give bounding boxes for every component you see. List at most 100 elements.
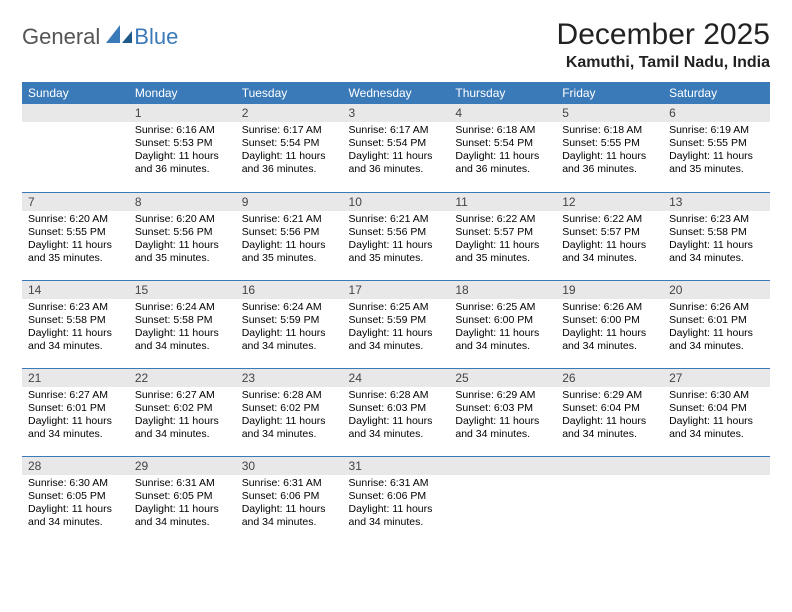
day-details: Sunrise: 6:27 AMSunset: 6:01 PMDaylight:… <box>22 387 129 445</box>
day-details: Sunrise: 6:29 AMSunset: 6:04 PMDaylight:… <box>556 387 663 445</box>
day-number: 22 <box>129 369 236 387</box>
daylight-text: Daylight: 11 hours and 34 minutes. <box>242 503 337 529</box>
calendar-day-cell: 15Sunrise: 6:24 AMSunset: 5:58 PMDayligh… <box>129 280 236 368</box>
daylight-text: Daylight: 11 hours and 35 minutes. <box>242 239 337 265</box>
calendar-week-row: 7Sunrise: 6:20 AMSunset: 5:55 PMDaylight… <box>22 192 770 280</box>
sunrise-text: Sunrise: 6:21 AM <box>349 213 444 226</box>
day-details: Sunrise: 6:24 AMSunset: 5:58 PMDaylight:… <box>129 299 236 357</box>
calendar-day-cell: 3Sunrise: 6:17 AMSunset: 5:54 PMDaylight… <box>343 104 450 192</box>
sunset-text: Sunset: 5:53 PM <box>135 137 230 150</box>
day-details: Sunrise: 6:24 AMSunset: 5:59 PMDaylight:… <box>236 299 343 357</box>
daylight-text: Daylight: 11 hours and 34 minutes. <box>669 239 764 265</box>
daylight-text: Daylight: 11 hours and 35 minutes. <box>135 239 230 265</box>
daylight-text: Daylight: 11 hours and 34 minutes. <box>562 415 657 441</box>
sunrise-text: Sunrise: 6:17 AM <box>349 124 444 137</box>
location: Kamuthi, Tamil Nadu, India <box>557 54 770 72</box>
day-number: 30 <box>236 457 343 475</box>
day-details: Sunrise: 6:17 AMSunset: 5:54 PMDaylight:… <box>236 122 343 180</box>
sunset-text: Sunset: 5:58 PM <box>28 314 123 327</box>
sunrise-text: Sunrise: 6:31 AM <box>349 477 444 490</box>
day-number: 18 <box>449 281 556 299</box>
sunrise-text: Sunrise: 6:23 AM <box>669 213 764 226</box>
daylight-text: Daylight: 11 hours and 34 minutes. <box>669 415 764 441</box>
day-number: 8 <box>129 193 236 211</box>
day-details: Sunrise: 6:25 AMSunset: 6:00 PMDaylight:… <box>449 299 556 357</box>
calendar-day-cell: 20Sunrise: 6:26 AMSunset: 6:01 PMDayligh… <box>663 280 770 368</box>
calendar-day-cell: 29Sunrise: 6:31 AMSunset: 6:05 PMDayligh… <box>129 456 236 544</box>
sunset-text: Sunset: 5:56 PM <box>242 226 337 239</box>
calendar-day-cell: 17Sunrise: 6:25 AMSunset: 5:59 PMDayligh… <box>343 280 450 368</box>
day-number: 13 <box>663 193 770 211</box>
sunrise-text: Sunrise: 6:17 AM <box>242 124 337 137</box>
day-number: 10 <box>343 193 450 211</box>
sunset-text: Sunset: 6:00 PM <box>562 314 657 327</box>
day-number: 27 <box>663 369 770 387</box>
calendar-day-cell: 16Sunrise: 6:24 AMSunset: 5:59 PMDayligh… <box>236 280 343 368</box>
daylight-text: Daylight: 11 hours and 34 minutes. <box>28 503 123 529</box>
day-details: Sunrise: 6:25 AMSunset: 5:59 PMDaylight:… <box>343 299 450 357</box>
day-details: Sunrise: 6:31 AMSunset: 6:06 PMDaylight:… <box>236 475 343 533</box>
daylight-text: Daylight: 11 hours and 34 minutes. <box>242 327 337 353</box>
daylight-text: Daylight: 11 hours and 36 minutes. <box>135 150 230 176</box>
sunset-text: Sunset: 6:04 PM <box>562 402 657 415</box>
day-number: 16 <box>236 281 343 299</box>
day-details: Sunrise: 6:20 AMSunset: 5:56 PMDaylight:… <box>129 211 236 269</box>
daylight-text: Daylight: 11 hours and 34 minutes. <box>455 415 550 441</box>
weekday-header: Monday <box>129 82 236 104</box>
sunrise-text: Sunrise: 6:30 AM <box>28 477 123 490</box>
day-number: 4 <box>449 104 556 122</box>
day-number <box>22 104 129 122</box>
sunrise-text: Sunrise: 6:31 AM <box>242 477 337 490</box>
calendar-day-cell: 10Sunrise: 6:21 AMSunset: 5:56 PMDayligh… <box>343 192 450 280</box>
day-number: 24 <box>343 369 450 387</box>
sunset-text: Sunset: 6:00 PM <box>455 314 550 327</box>
sunset-text: Sunset: 5:55 PM <box>562 137 657 150</box>
day-details: Sunrise: 6:19 AMSunset: 5:55 PMDaylight:… <box>663 122 770 180</box>
calendar-table: Sunday Monday Tuesday Wednesday Thursday… <box>22 82 770 544</box>
day-number: 23 <box>236 369 343 387</box>
sunset-text: Sunset: 6:01 PM <box>28 402 123 415</box>
calendar-day-cell: 23Sunrise: 6:28 AMSunset: 6:02 PMDayligh… <box>236 368 343 456</box>
day-details: Sunrise: 6:21 AMSunset: 5:56 PMDaylight:… <box>236 211 343 269</box>
daylight-text: Daylight: 11 hours and 35 minutes. <box>28 239 123 265</box>
calendar-day-cell: 30Sunrise: 6:31 AMSunset: 6:06 PMDayligh… <box>236 456 343 544</box>
day-details: Sunrise: 6:28 AMSunset: 6:02 PMDaylight:… <box>236 387 343 445</box>
sunrise-text: Sunrise: 6:22 AM <box>562 213 657 226</box>
sunrise-text: Sunrise: 6:27 AM <box>28 389 123 402</box>
calendar-day-cell: 1Sunrise: 6:16 AMSunset: 5:53 PMDaylight… <box>129 104 236 192</box>
calendar-day-cell: 19Sunrise: 6:26 AMSunset: 6:00 PMDayligh… <box>556 280 663 368</box>
sunrise-text: Sunrise: 6:27 AM <box>135 389 230 402</box>
day-number <box>449 457 556 475</box>
calendar-day-cell: 4Sunrise: 6:18 AMSunset: 5:54 PMDaylight… <box>449 104 556 192</box>
day-number: 6 <box>663 104 770 122</box>
daylight-text: Daylight: 11 hours and 34 minutes. <box>135 503 230 529</box>
day-number: 3 <box>343 104 450 122</box>
daylight-text: Daylight: 11 hours and 34 minutes. <box>135 327 230 353</box>
day-details: Sunrise: 6:30 AMSunset: 6:04 PMDaylight:… <box>663 387 770 445</box>
calendar-day-cell: 12Sunrise: 6:22 AMSunset: 5:57 PMDayligh… <box>556 192 663 280</box>
day-details: Sunrise: 6:22 AMSunset: 5:57 PMDaylight:… <box>556 211 663 269</box>
header: General Blue December 2025 Kamuthi, Tami… <box>22 18 770 72</box>
day-details: Sunrise: 6:23 AMSunset: 5:58 PMDaylight:… <box>22 299 129 357</box>
weekday-header-row: Sunday Monday Tuesday Wednesday Thursday… <box>22 82 770 104</box>
calendar-week-row: 21Sunrise: 6:27 AMSunset: 6:01 PMDayligh… <box>22 368 770 456</box>
weekday-header: Sunday <box>22 82 129 104</box>
day-details: Sunrise: 6:23 AMSunset: 5:58 PMDaylight:… <box>663 211 770 269</box>
sunrise-text: Sunrise: 6:26 AM <box>669 301 764 314</box>
sunset-text: Sunset: 5:59 PM <box>242 314 337 327</box>
day-details: Sunrise: 6:26 AMSunset: 6:00 PMDaylight:… <box>556 299 663 357</box>
logo-text-general: General <box>22 24 100 50</box>
day-number: 2 <box>236 104 343 122</box>
daylight-text: Daylight: 11 hours and 34 minutes. <box>28 415 123 441</box>
sunset-text: Sunset: 6:06 PM <box>242 490 337 503</box>
sunset-text: Sunset: 6:01 PM <box>669 314 764 327</box>
sunrise-text: Sunrise: 6:23 AM <box>28 301 123 314</box>
daylight-text: Daylight: 11 hours and 34 minutes. <box>669 327 764 353</box>
day-number: 11 <box>449 193 556 211</box>
calendar-day-cell: 22Sunrise: 6:27 AMSunset: 6:02 PMDayligh… <box>129 368 236 456</box>
daylight-text: Daylight: 11 hours and 34 minutes. <box>242 415 337 441</box>
day-details: Sunrise: 6:28 AMSunset: 6:03 PMDaylight:… <box>343 387 450 445</box>
day-details: Sunrise: 6:31 AMSunset: 6:05 PMDaylight:… <box>129 475 236 533</box>
calendar-day-cell: 2Sunrise: 6:17 AMSunset: 5:54 PMDaylight… <box>236 104 343 192</box>
daylight-text: Daylight: 11 hours and 36 minutes. <box>455 150 550 176</box>
